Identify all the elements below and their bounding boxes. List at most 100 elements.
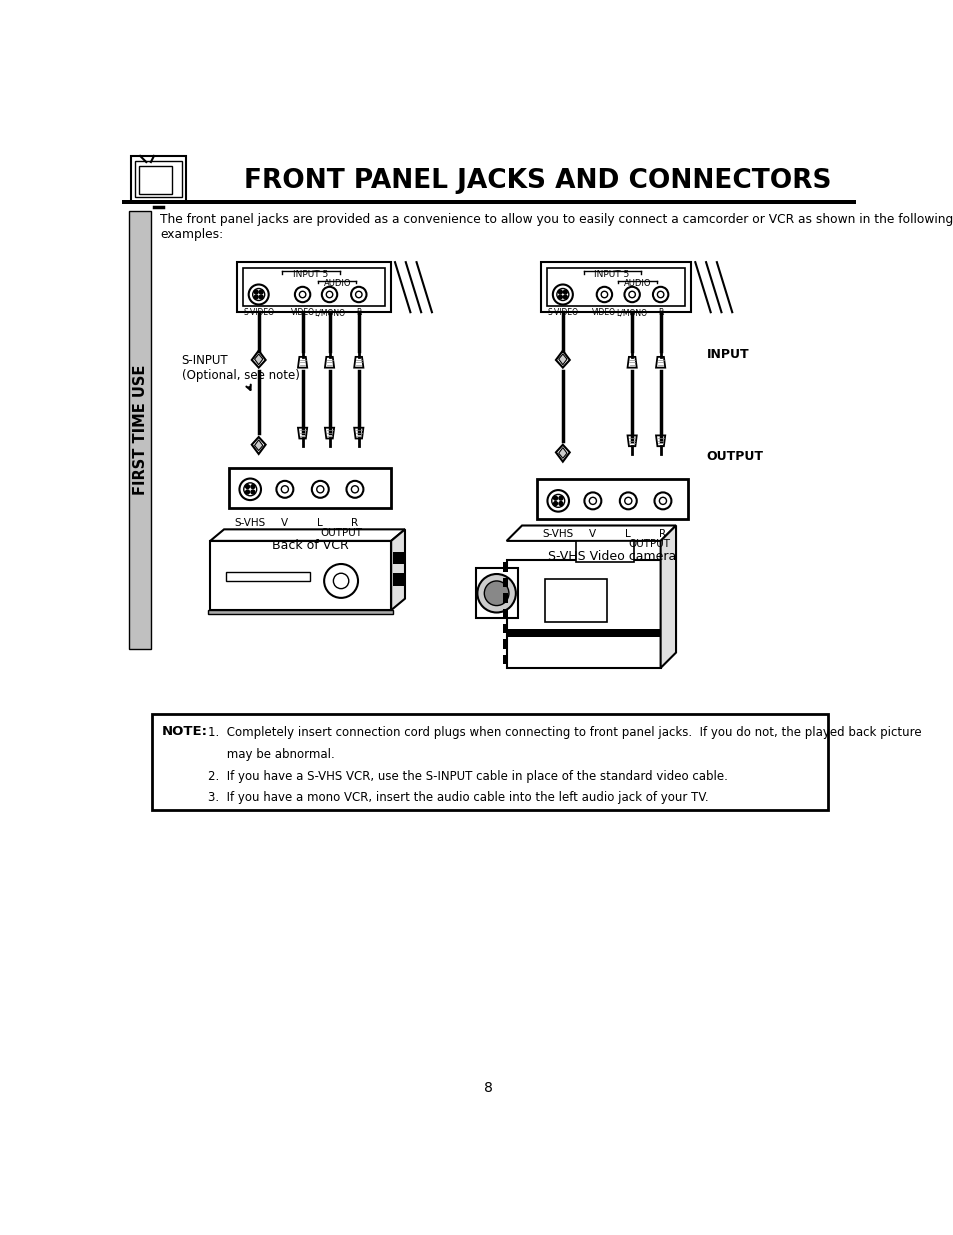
Circle shape [326, 291, 333, 298]
Circle shape [346, 480, 363, 498]
Circle shape [294, 287, 310, 303]
Text: S-VHS: S-VHS [234, 517, 266, 527]
Circle shape [244, 483, 256, 495]
Circle shape [557, 289, 568, 300]
Polygon shape [252, 437, 265, 454]
Text: R: R [355, 309, 361, 317]
Text: 2.  If you have a S-VHS VCR, use the S-INPUT cable in place of the standard vide: 2. If you have a S-VHS VCR, use the S-IN… [208, 769, 727, 783]
Text: L/MONO: L/MONO [314, 309, 345, 317]
Circle shape [563, 295, 567, 299]
Text: OUTPUT: OUTPUT [627, 540, 669, 550]
Circle shape [324, 564, 357, 598]
Bar [576, 541, 633, 562]
Circle shape [254, 295, 258, 299]
Text: R: R [351, 517, 358, 527]
Bar [506, 630, 659, 637]
Text: V: V [281, 517, 288, 527]
Text: L: L [317, 517, 323, 527]
Text: S-INPUT
(Optional, see note): S-INPUT (Optional, see note) [181, 353, 299, 390]
Circle shape [476, 574, 516, 613]
Polygon shape [627, 436, 636, 446]
Circle shape [551, 494, 564, 508]
Polygon shape [506, 526, 676, 541]
Bar [121, 200, 856, 204]
Polygon shape [558, 354, 566, 364]
Text: NOTE:: NOTE: [161, 725, 208, 739]
Text: OUTPUT: OUTPUT [320, 527, 362, 537]
Circle shape [316, 485, 323, 493]
Circle shape [659, 498, 666, 504]
Circle shape [245, 484, 250, 489]
Bar [502, 609, 508, 618]
Polygon shape [558, 447, 566, 458]
Text: 1.  Completely insert connection cord plugs when connecting to front panel jacks: 1. Completely insert connection cord plu… [208, 726, 921, 740]
Text: FIRST TIME USE: FIRST TIME USE [132, 364, 148, 495]
Bar [131, 156, 186, 203]
Text: may be abnormal.: may be abnormal. [208, 748, 335, 761]
Polygon shape [556, 445, 569, 462]
Polygon shape [325, 427, 334, 438]
Circle shape [558, 501, 562, 505]
Circle shape [552, 284, 572, 305]
Text: INPUT: INPUT [706, 348, 749, 361]
Bar [537, 479, 687, 520]
Circle shape [558, 496, 562, 500]
Bar [502, 624, 508, 634]
Polygon shape [297, 357, 307, 368]
Polygon shape [627, 357, 636, 368]
Bar [210, 541, 391, 610]
Text: VIDEO: VIDEO [291, 309, 314, 317]
Bar [229, 468, 391, 508]
Text: R: R [658, 309, 662, 317]
Circle shape [251, 484, 254, 489]
Bar [393, 552, 405, 564]
Circle shape [484, 580, 508, 605]
Text: S-VHS: S-VHS [542, 530, 574, 540]
Circle shape [652, 287, 668, 303]
Circle shape [624, 498, 631, 504]
Bar [502, 562, 508, 572]
Polygon shape [656, 436, 664, 446]
Circle shape [281, 485, 288, 493]
Circle shape [351, 287, 366, 303]
Circle shape [619, 493, 636, 509]
Polygon shape [354, 357, 363, 368]
Circle shape [251, 490, 254, 494]
Bar [208, 610, 393, 614]
Bar [243, 268, 385, 306]
Text: INPUT 5: INPUT 5 [293, 270, 328, 279]
Bar [502, 655, 508, 664]
Polygon shape [252, 351, 265, 368]
Text: AUDIO: AUDIO [623, 279, 651, 288]
Circle shape [253, 289, 264, 300]
Circle shape [249, 284, 269, 305]
Circle shape [596, 287, 612, 303]
Polygon shape [354, 427, 363, 438]
Circle shape [553, 501, 557, 505]
Text: L/MONO: L/MONO [616, 309, 647, 317]
Polygon shape [391, 530, 405, 610]
Bar [225, 573, 310, 580]
Circle shape [259, 290, 263, 294]
Bar [502, 578, 508, 587]
Circle shape [654, 493, 671, 509]
Text: AUDIO: AUDIO [323, 279, 351, 288]
Text: VIDEO: VIDEO [592, 309, 616, 317]
Text: 3.  If you have a mono VCR, insert the audio cable into the left audio jack of y: 3. If you have a mono VCR, insert the au… [208, 792, 708, 804]
Circle shape [239, 478, 261, 500]
Text: INPUT 5: INPUT 5 [594, 270, 629, 279]
Circle shape [355, 291, 361, 298]
Circle shape [563, 290, 567, 294]
Circle shape [276, 480, 293, 498]
Text: S-VIDEO: S-VIDEO [547, 309, 578, 317]
Text: S-VIDEO: S-VIDEO [243, 309, 274, 317]
Circle shape [624, 287, 639, 303]
Text: The front panel jacks are provided as a convenience to allow you to easily conne: The front panel jacks are provided as a … [160, 212, 952, 241]
Text: S-VHS Video camera: S-VHS Video camera [548, 550, 676, 563]
Circle shape [558, 295, 561, 299]
Circle shape [299, 291, 306, 298]
Bar [138, 165, 172, 194]
Circle shape [657, 291, 663, 298]
Circle shape [351, 485, 358, 493]
Text: FRONT PANEL JACKS AND CONNECTORS: FRONT PANEL JACKS AND CONNECTORS [243, 168, 830, 194]
